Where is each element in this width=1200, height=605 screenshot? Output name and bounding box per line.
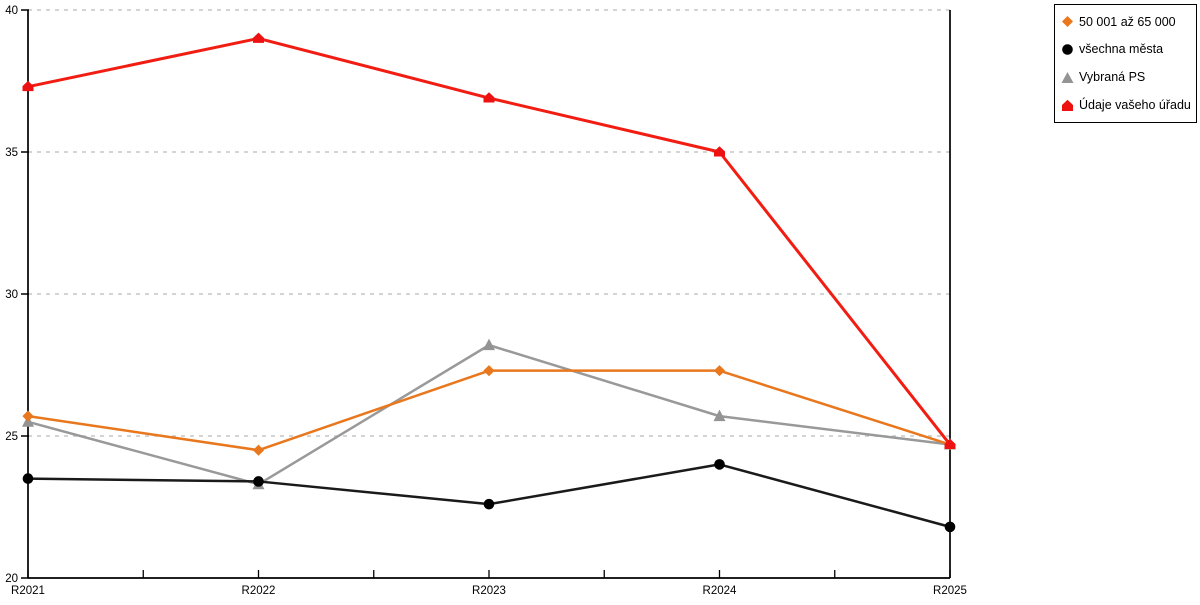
diamond-marker-icon [22, 410, 34, 422]
x-tick-label: R2023 [472, 585, 506, 597]
legend-label: 50 001 až 65 000 [1079, 14, 1176, 29]
legend-label: Vybraná PS [1079, 70, 1146, 85]
y-tick-label: 25 [5, 431, 18, 443]
series-line [27, 369, 951, 452]
house-marker-icon [1062, 99, 1073, 111]
triangle-marker-icon [713, 409, 726, 422]
circle-marker-icon [1062, 44, 1073, 55]
circle-marker-icon [944, 521, 956, 533]
house-marker-icon [714, 146, 725, 157]
x-tick-label: R2024 [703, 585, 737, 597]
legend-label: Údaje vašeho úřadu [1079, 97, 1191, 112]
legend-label: všechna města [1079, 42, 1164, 57]
circle-marker-icon [22, 473, 34, 484]
legend-item: Vybraná PS [1061, 71, 1194, 84]
x-tick-label: R2025 [933, 585, 967, 597]
house-marker-icon [944, 438, 956, 450]
series-line [27, 463, 951, 529]
diamond-marker-icon [713, 365, 726, 377]
legend: 50 001 až 65 000 všechna města Vybraná PS Ú… [1054, 4, 1197, 123]
y-tick-label: 40 [5, 5, 18, 17]
x-tick-label: R2022 [242, 585, 276, 597]
y-tick-label: 35 [5, 147, 18, 159]
legend-item: všechna města [1061, 43, 1194, 56]
legend-item: 50 001 až 65 000 [1061, 15, 1194, 28]
diamond-marker-icon [1062, 16, 1073, 28]
triangle-marker-icon [1061, 71, 1074, 83]
y-tick-label: 30 [5, 289, 18, 301]
x-tick-label: R2021 [11, 585, 45, 597]
house-marker-icon [483, 92, 495, 103]
legend-item: Údaje vašeho úřadu [1061, 99, 1194, 112]
circle-marker-icon [714, 459, 725, 470]
diamond-marker-icon [252, 444, 265, 456]
house-marker-icon [22, 80, 34, 92]
circle-marker-icon [253, 476, 264, 487]
diamond-marker-icon [483, 365, 495, 377]
triangle-marker-icon [483, 338, 495, 351]
y-tick-label: 20 [5, 573, 18, 585]
house-marker-icon [253, 32, 264, 43]
circle-marker-icon [483, 498, 495, 510]
